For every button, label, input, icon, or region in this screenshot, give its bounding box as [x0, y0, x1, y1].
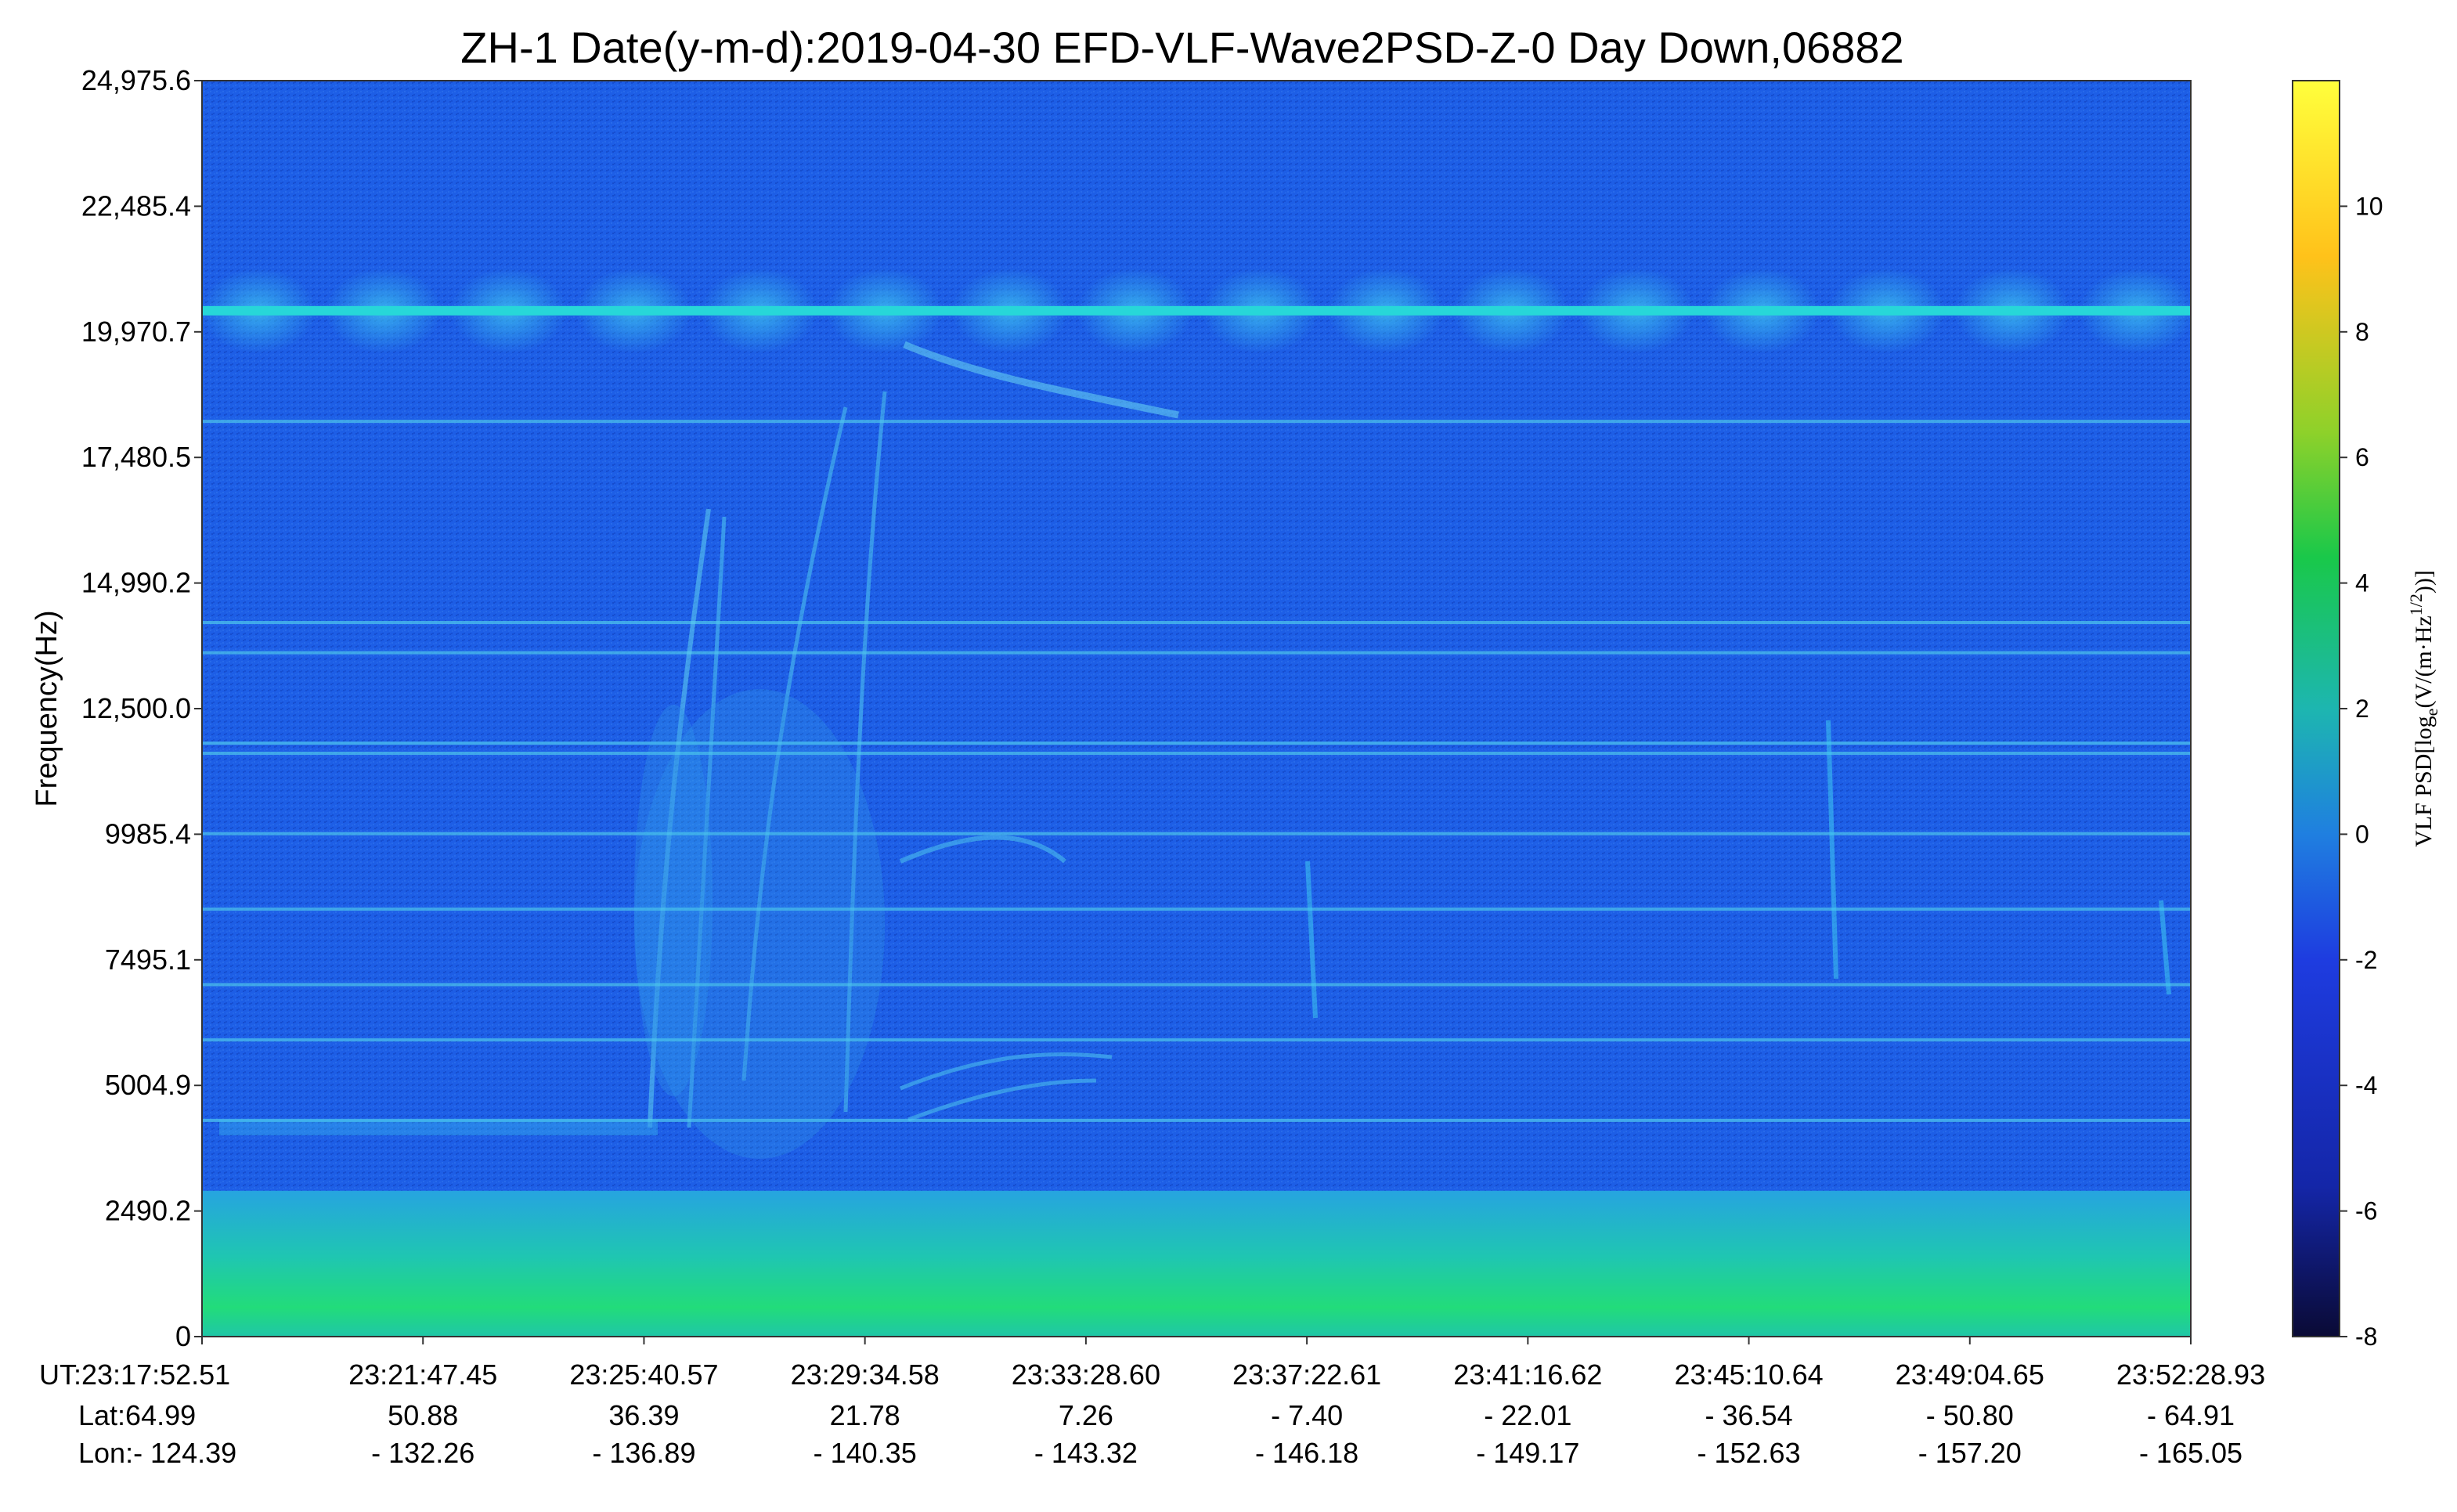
x-tick-ut: 23:52:28.93	[2116, 1359, 2265, 1391]
emission-streak	[2159, 900, 2171, 995]
horizontal-lines	[202, 420, 2191, 1122]
emission-streak	[1305, 861, 1318, 1019]
y-tick-label: 24,975.6	[81, 64, 191, 96]
y-tick-label: 12,500.0	[81, 692, 191, 724]
colorbar	[2292, 80, 2340, 1337]
x-tick-lon: - 152.63	[1698, 1437, 1801, 1469]
y-tick-label: 7495.1	[105, 944, 191, 976]
x-tick-lon: - 149.17	[1476, 1437, 1579, 1469]
x-tick-lon: - 146.18	[1255, 1437, 1358, 1469]
emission-trace	[741, 406, 848, 1081]
x-tick-lat: 36.39	[608, 1399, 679, 1431]
x-tick-ut: 23:33:28.60	[1012, 1359, 1160, 1391]
wave-emissions	[219, 341, 2171, 1159]
x-tick-lon: Lon:- 124.39	[78, 1437, 236, 1469]
x-tick-lon: - 132.26	[371, 1437, 474, 1469]
plot-area	[202, 81, 2191, 1337]
whistler-trace	[900, 1052, 1113, 1091]
colorbar-tick-label: 4	[2355, 569, 2369, 597]
colorbar-tick-label: -4	[2355, 1071, 2377, 1099]
y-axis-label: Frequency(Hz)	[31, 610, 63, 807]
whistler-trace	[903, 341, 1179, 419]
x-tick-ut: 23:45:10.64	[1674, 1359, 1823, 1391]
emission-patch	[634, 689, 885, 1159]
x-tick-lat: 7.26	[1059, 1399, 1113, 1431]
x-tick-lon: - 143.32	[1034, 1437, 1138, 1469]
y-tick-label: 14,990.2	[81, 567, 191, 599]
colorbar-tick-label: -8	[2355, 1323, 2377, 1351]
x-tick-ut: 23:37:22.61	[1232, 1359, 1381, 1391]
transmitter-line	[202, 305, 2191, 316]
colorbar-tick-label: 2	[2355, 695, 2369, 723]
x-tick-lat: Lat:64.99	[78, 1399, 196, 1431]
chart-title: ZH-1 Date(y-m-d):2019-04-30 EFD-VLF-Wave…	[460, 23, 1903, 72]
low-frequency-band	[202, 1190, 2191, 1337]
x-tick-ut: UT:23:17:52.51	[39, 1359, 230, 1391]
colorbar-tick-label: 6	[2355, 443, 2369, 471]
x-tick-lat: - 36.54	[1705, 1399, 1793, 1431]
whistler-trace	[899, 835, 1066, 864]
x-tick-lat: 21.78	[830, 1399, 900, 1431]
x-tick-lon: - 157.20	[1918, 1437, 2022, 1469]
x-tick-ut: 23:49:04.65	[1896, 1359, 2044, 1391]
emission-trace	[648, 508, 711, 1128]
x-tick-lat: - 22.01	[1484, 1399, 1571, 1431]
x-tick-lat: - 64.91	[2147, 1399, 2235, 1431]
x-tick-lon: - 136.89	[592, 1437, 695, 1469]
colorbar-tick-label: 10	[2355, 192, 2383, 220]
y-tick-label: 2490.2	[105, 1195, 191, 1227]
x-tick-ut: 23:21:47.45	[348, 1359, 497, 1391]
emission-patch	[634, 705, 713, 1096]
emission-trace	[687, 516, 727, 1128]
y-tick-label: 17,480.5	[81, 441, 191, 473]
emission-trace	[843, 391, 887, 1113]
colorbar-tick-label: -6	[2355, 1197, 2377, 1225]
y-axis: 0 2490.2 5004.9 7495.1 9985.4 12,500.0 14,990.…	[81, 64, 202, 1352]
y-tick-label: 19,970.7	[81, 316, 191, 348]
colorbar-tick-label: 8	[2355, 318, 2369, 346]
low-freq-patch	[219, 1120, 658, 1135]
y-tick-label: 0	[175, 1320, 191, 1352]
x-tick-lat: - 50.80	[1926, 1399, 2014, 1431]
colorbar-label: VLF PSD[loge(V/(m·Hz1/2))]	[2406, 570, 2441, 847]
x-tick-lat: 50.88	[388, 1399, 458, 1431]
y-tick-label: 5004.9	[105, 1069, 191, 1101]
y-tick-label: 9985.4	[105, 817, 191, 850]
x-tick-ut: 23:29:34.58	[791, 1359, 940, 1391]
x-tick-ut: 23:41:16.62	[1453, 1359, 1602, 1391]
x-tick-lon: - 165.05	[2139, 1437, 2242, 1469]
x-tick-ut: 23:25:40.57	[569, 1359, 718, 1391]
emission-streak	[1826, 720, 1838, 980]
colorbar-tick-label: -2	[2355, 946, 2377, 974]
x-axis: UT:23:17:52.51 Lat:64.99 Lon:- 124.39 23:21…	[39, 1337, 2265, 1469]
x-tick-lat: - 7.40	[1271, 1399, 1343, 1431]
whistler-trace	[907, 1078, 1097, 1122]
x-tick-lon: - 140.35	[814, 1437, 917, 1469]
y-tick-label: 22,485.4	[81, 189, 191, 222]
colorbar-axis: 10 8 6 4 2 0 -2 -4 -6 -8	[2340, 192, 2383, 1351]
colorbar-tick-label: 0	[2355, 820, 2369, 848]
